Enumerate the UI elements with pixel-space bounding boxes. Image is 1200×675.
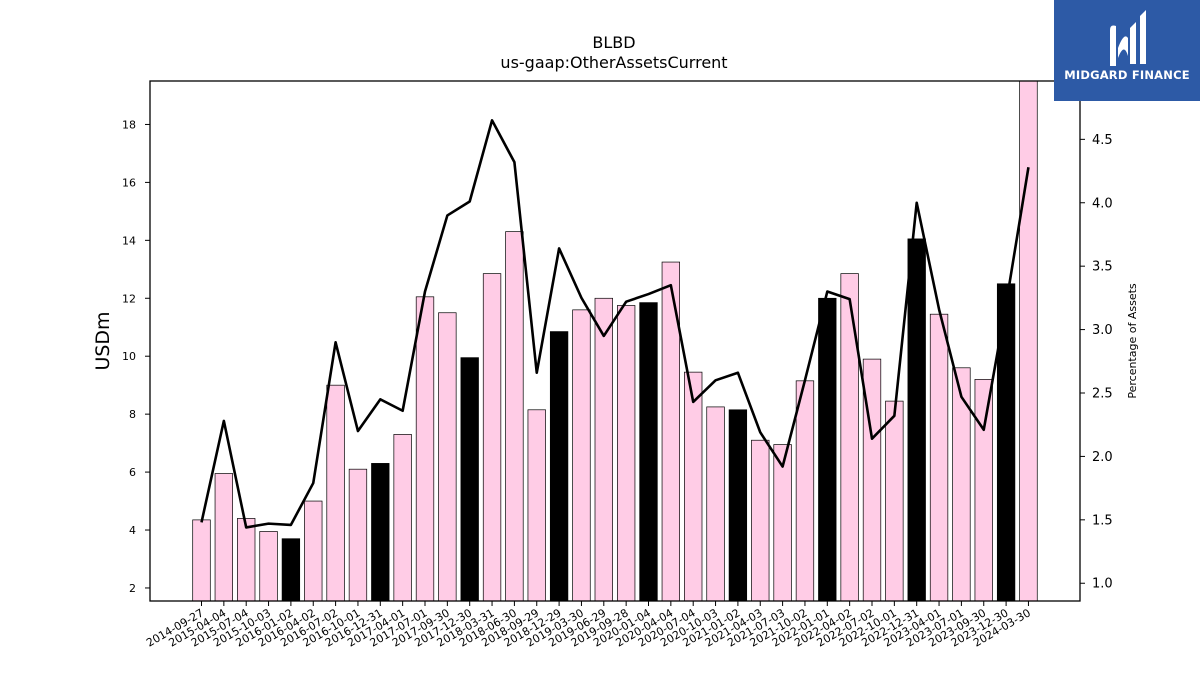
bar-2019-09-28 (616, 305, 636, 602)
y-tick-label: 14 (122, 234, 136, 247)
bar-2021-07-03 (773, 444, 792, 602)
y2-tick-label: 1.0 (1092, 577, 1113, 592)
bar-2022-01-01 (818, 297, 837, 602)
y-tick-label: 8 (129, 408, 136, 421)
bar-2020-01-04 (639, 302, 658, 602)
y-axis-right: 1.0 1.5 2.0 2.5 3.0 3.5 4.0 4.5 (1080, 133, 1113, 592)
bar-2016-01-02 (281, 538, 301, 602)
bar-2016-12-31 (371, 463, 390, 602)
bar-2018-12-29 (549, 331, 569, 602)
chart-title: BLBD (592, 33, 635, 52)
y-tick-label: 10 (122, 350, 136, 363)
y2-tick-label: 2.5 (1092, 387, 1113, 402)
bar-2023-04-01 (929, 313, 949, 602)
bar-2019-06-29 (594, 297, 613, 602)
y-tick-label: 16 (122, 176, 136, 189)
y-tick-label: 2 (129, 582, 136, 595)
bar-2016-07-02 (326, 384, 345, 602)
bar-2017-12-30 (460, 357, 479, 602)
bar-2014-09-27 (192, 519, 211, 602)
bar-2016-04-02 (304, 500, 323, 602)
bar-2020-10-03 (706, 406, 725, 602)
bar-2020-07-04 (684, 371, 703, 602)
y2-tick-label: 4.5 (1092, 133, 1113, 148)
bar-2017-09-30 (438, 312, 457, 602)
y-tick-label: 4 (129, 524, 136, 537)
bar-2021-10-02 (795, 380, 815, 602)
y2-tick-label: 2.0 (1092, 450, 1113, 465)
bar-2015-07-04 (237, 518, 256, 602)
bar-2018-09-29 (527, 409, 546, 602)
bar-2024-03-30 (1019, 80, 1038, 602)
bar-2022-04-02 (840, 273, 859, 602)
y2-tick-label: 3.5 (1092, 260, 1113, 275)
bar-2017-04-01 (393, 434, 412, 602)
percentage-line (200, 119, 1030, 529)
bar-2018-06-30 (505, 231, 524, 602)
bars (192, 80, 1038, 602)
y-axis-label: USDm (92, 311, 114, 370)
y2-tick-label: 1.5 (1092, 513, 1113, 528)
logo-text: MIDGARD FINANCE (1064, 68, 1190, 82)
bar-2017-07-01 (415, 296, 435, 602)
bar-2021-01-02 (728, 409, 748, 602)
bar-2019-03-30 (572, 309, 591, 602)
line-layer (200, 119, 1030, 529)
midgard-finance-logo: MIDGARD FINANCE (1054, 0, 1200, 101)
y2-axis-label: Percentage of Assets (1126, 283, 1139, 399)
y-axis-left: 2 4 6 8 10 12 14 16 18 (122, 118, 150, 595)
y2-tick-label: 4.0 (1092, 196, 1113, 211)
plot-frame (149, 80, 1081, 602)
y-tick-label: 6 (129, 466, 136, 479)
bar-2015-04-04 (214, 473, 234, 602)
bar-2023-07-01 (952, 367, 971, 602)
bar-2021-04-03 (751, 439, 770, 602)
bar-2023-12-30 (996, 283, 1016, 602)
bar-2022-12-31 (907, 238, 926, 602)
chart-subtitle: us-gaap:OtherAssetsCurrent (500, 53, 727, 72)
midgard-m-icon (1110, 10, 1146, 66)
y-tick-label: 12 (122, 292, 136, 305)
y2-tick-label: 3.0 (1092, 323, 1113, 338)
bar-2023-09-30 (974, 379, 993, 602)
bar-2016-10-01 (348, 468, 368, 602)
x-axis: 2014-09-272015-04-042015-07-042015-10-03… (144, 601, 1033, 650)
y-tick-label: 18 (122, 118, 136, 131)
bar-2022-10-01 (885, 400, 904, 602)
bar-2015-10-03 (259, 531, 278, 602)
bar-2018-03-31 (482, 273, 502, 602)
